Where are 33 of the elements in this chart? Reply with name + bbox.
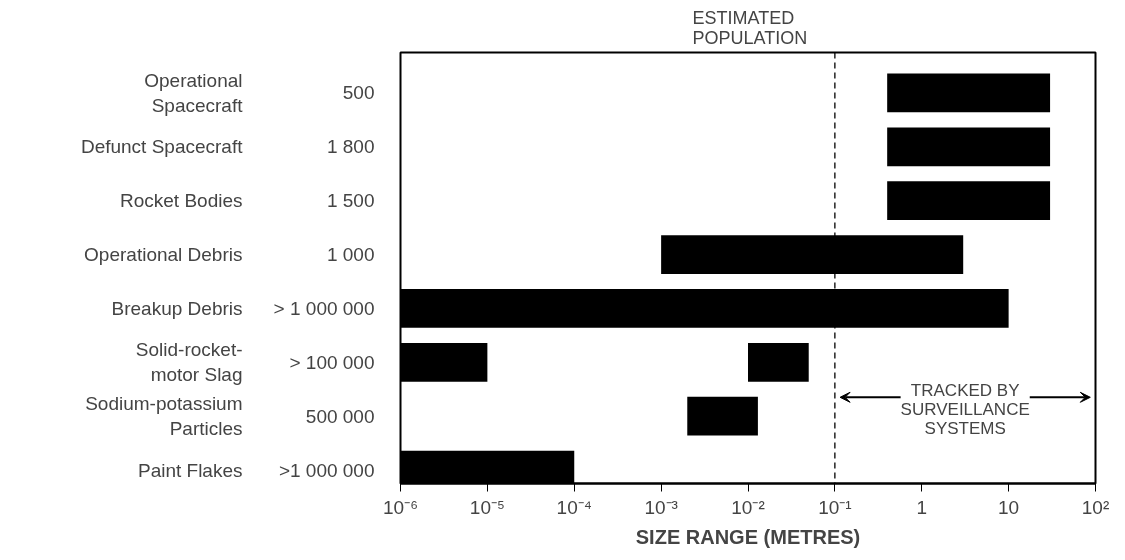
x-tick-label: 10⁻¹: [818, 496, 852, 518]
text: > 100 000: [289, 351, 375, 373]
text: >1 000 000: [278, 459, 375, 481]
y-tick-label: Rocket Bodies: [119, 190, 243, 212]
bar: [748, 342, 809, 382]
x-tick-label: 10⁻⁵: [469, 496, 505, 518]
x-tick-label: 10⁻⁴: [556, 496, 592, 518]
x-tick-label: 10²: [1081, 496, 1110, 518]
x-tick-label: 10⁻³: [644, 496, 678, 518]
text: ESTIMATED POPULATION: [692, 7, 808, 48]
x-tick-label: 1: [916, 496, 928, 518]
text: > 1 000 000: [273, 297, 375, 319]
y-tick-label: Paint Flakes: [137, 459, 243, 481]
y-tick-label: Sodium-potassium Particles: [85, 393, 243, 440]
y-tick-label: Operational Debris: [84, 244, 243, 266]
annotation: TRACKED BY SURVEILLANCE SYSTEMS: [900, 381, 1030, 439]
bar: [687, 396, 758, 436]
y-tick-label: Operational Spacecraft: [144, 69, 244, 117]
text: 1 000: [326, 244, 375, 266]
x-axis-title: SIZE RANGE (METRES): [635, 525, 861, 548]
y-tick-label: Breakup Debris: [111, 297, 243, 319]
text: 500 000: [305, 405, 375, 427]
bar: [887, 181, 1051, 221]
x-tick-label: 10⁻⁶: [383, 496, 418, 518]
text: 1 500: [326, 190, 375, 212]
y-tick-label: Defunct Spacecraft: [80, 136, 244, 158]
text: 1 800: [326, 136, 375, 158]
bar: [887, 73, 1051, 113]
bar: [887, 127, 1051, 167]
y-tick-label: Solid-rocket- motor Slag: [135, 339, 243, 386]
text: 500: [342, 82, 375, 104]
x-tick-label: 10⁻²: [731, 496, 765, 518]
x-tick-label: 10: [998, 496, 1020, 518]
